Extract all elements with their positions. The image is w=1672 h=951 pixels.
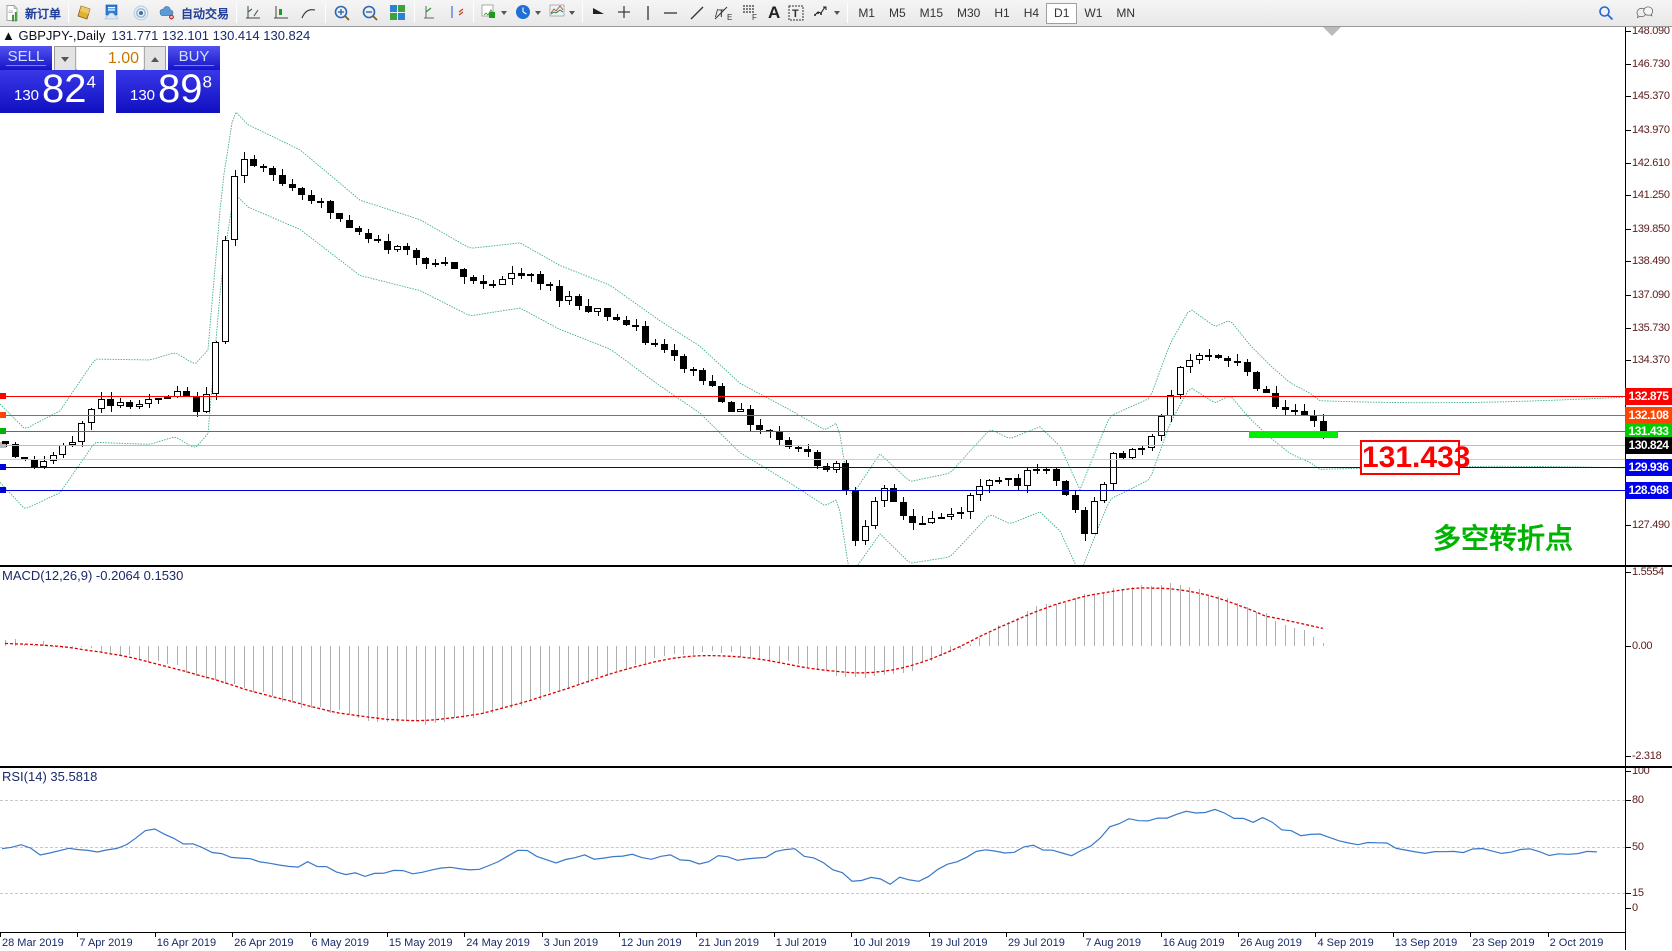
svg-text:E: E (727, 13, 732, 22)
svg-text:T: T (792, 8, 799, 20)
svg-text:F: F (752, 13, 757, 22)
